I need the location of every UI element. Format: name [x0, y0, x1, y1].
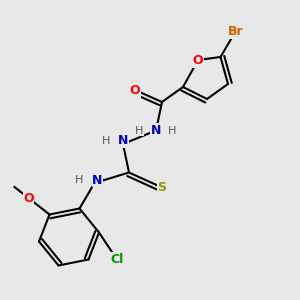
- Text: H: H: [168, 125, 177, 136]
- Text: H: H: [135, 125, 144, 136]
- Text: O: O: [193, 53, 203, 67]
- Text: Cl: Cl: [110, 253, 124, 266]
- Text: O: O: [130, 83, 140, 97]
- Text: N: N: [151, 124, 161, 137]
- Text: N: N: [118, 134, 128, 148]
- Text: N: N: [92, 173, 103, 187]
- Text: O: O: [23, 191, 34, 205]
- Text: H: H: [102, 136, 111, 146]
- Text: Br: Br: [228, 25, 243, 38]
- Text: S: S: [158, 181, 166, 194]
- Text: H: H: [75, 175, 84, 185]
